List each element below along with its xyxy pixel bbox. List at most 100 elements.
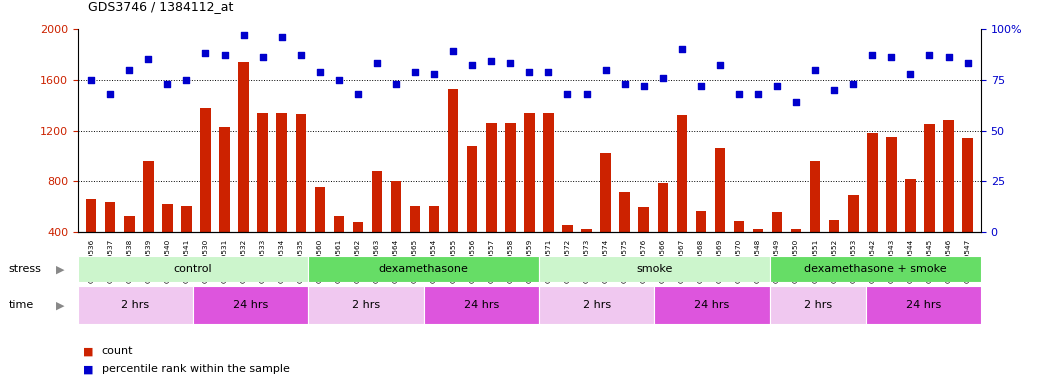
Bar [638,207,649,283]
Point [483,58,499,65]
Bar [769,286,866,324]
Bar [410,205,420,283]
Bar [182,205,192,283]
Point [845,81,862,87]
Bar [308,286,424,324]
Point [216,52,233,58]
Bar [506,123,516,283]
Point [311,68,328,74]
Point [749,91,766,97]
Bar [219,127,229,283]
Bar [791,228,801,283]
Bar [162,204,172,283]
Point [578,91,595,97]
Point [254,54,271,60]
Point [769,83,786,89]
Bar [810,161,820,283]
Point [921,52,937,58]
Bar [866,286,981,324]
Text: 2 hrs: 2 hrs [582,300,610,310]
Point [692,83,709,89]
Bar [448,89,459,283]
Bar [539,286,654,324]
Point [350,91,366,97]
Bar [539,256,769,282]
Point [330,76,347,83]
Text: 24 hrs: 24 hrs [464,300,499,310]
Point [902,71,919,77]
Point [502,60,519,66]
Text: count: count [102,346,133,356]
Point [426,71,442,77]
Point [788,99,804,105]
Text: percentile rank within the sample: percentile rank within the sample [102,364,290,374]
Point [731,91,747,97]
Point [236,32,252,38]
Text: ▶: ▶ [56,264,64,274]
Point [388,81,405,87]
Bar [353,222,363,283]
Bar [753,228,763,283]
Bar [193,286,308,324]
Point [197,50,214,56]
Bar [620,192,630,283]
Point [654,74,671,81]
Bar [308,256,539,282]
Bar [78,286,193,324]
Bar [962,138,973,283]
Point [826,87,843,93]
Bar [239,62,249,283]
Bar [524,113,535,283]
Point [540,68,556,74]
Bar [714,148,726,283]
Point [121,66,138,73]
Point [159,81,175,87]
Bar [772,212,783,283]
Bar [276,113,286,283]
Point [407,68,424,74]
Bar [333,216,345,283]
Text: ■: ■ [83,346,93,356]
Point [521,68,538,74]
Bar [143,161,154,283]
Text: 2 hrs: 2 hrs [352,300,380,310]
Bar [424,286,539,324]
Point [864,52,880,58]
Point [807,66,823,73]
Text: 2 hrs: 2 hrs [803,300,831,310]
Bar [429,205,439,283]
Bar [315,187,325,283]
Bar [486,123,496,283]
Bar [105,202,115,283]
Text: time: time [8,300,33,310]
Point [445,48,462,54]
Text: 24 hrs: 24 hrs [905,300,940,310]
Point [635,83,652,89]
Bar [695,211,706,283]
Point [559,91,576,97]
Point [674,46,690,52]
Text: GDS3746 / 1384112_at: GDS3746 / 1384112_at [88,0,234,13]
Bar [905,179,916,283]
Point [140,56,157,62]
Bar [734,221,744,283]
Text: 24 hrs: 24 hrs [694,300,730,310]
Text: control: control [173,264,213,274]
Text: 24 hrs: 24 hrs [234,300,269,310]
Bar [867,133,877,283]
Point [83,76,100,83]
Point [368,60,385,66]
Point [883,54,900,60]
Point [712,62,729,68]
Bar [296,114,306,283]
Bar [125,216,135,283]
Bar [677,115,687,283]
Bar [78,256,308,282]
Bar [257,113,268,283]
Bar [769,256,981,282]
Point [959,60,976,66]
Point [617,81,633,87]
Text: smoke: smoke [636,264,673,274]
Bar [657,183,668,283]
Bar [924,124,934,283]
